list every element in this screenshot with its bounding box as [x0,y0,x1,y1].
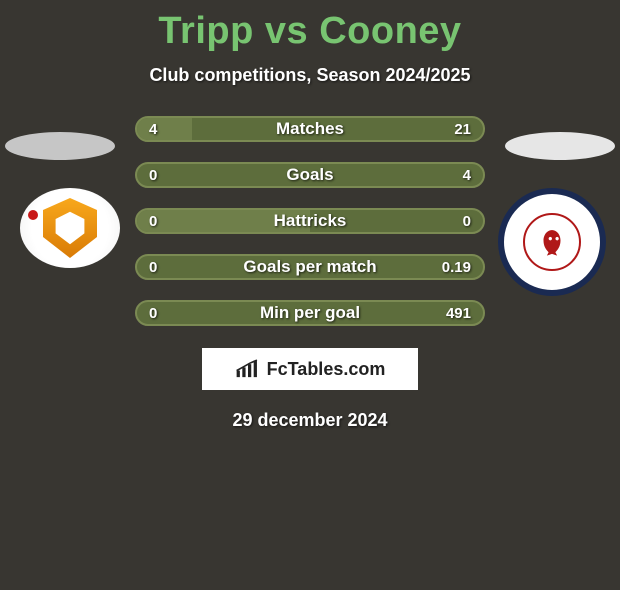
stat-right-value: 0.19 [442,259,471,276]
stat-label: Hattricks [274,211,347,231]
stats-bars: 4 Matches 21 0 Goals 4 0 Hattricks 0 0 Goals per m… [135,116,485,326]
stat-bar: 0 Hattricks 0 [135,208,485,234]
lion-icon [535,225,569,259]
stat-bar-fill [137,118,192,140]
stat-bar: 0 Min per goal 491 [135,300,485,326]
stat-label: Goals per match [243,257,376,277]
chart-icon [235,359,261,379]
stat-bar: 0 Goals 4 [135,162,485,188]
stat-left-value: 4 [149,121,157,138]
stat-left-value: 0 [149,259,157,276]
player2-club-crest [498,188,606,296]
player1-name: Tripp [158,10,253,52]
player1-platform [5,132,115,160]
player2-platform [505,132,615,160]
subtitle: Club competitions, Season 2024/2025 [0,65,620,86]
stat-left-value: 0 [149,167,157,184]
stat-left-value: 0 [149,305,157,322]
date-text: 29 december 2024 [0,410,620,431]
stat-label: Goals [286,165,333,185]
brand-badge: FcTables.com [202,348,418,390]
stat-bar: 4 Matches 21 [135,116,485,142]
stat-bar: 0 Goals per match 0.19 [135,254,485,280]
page-title: Tripp vs Cooney [0,10,620,53]
stat-left-value: 0 [149,213,157,230]
player2-name: Cooney [319,10,461,52]
stat-right-value: 4 [463,167,471,184]
stat-label: Min per goal [260,303,360,323]
stat-right-value: 0 [463,213,471,230]
stat-right-value: 21 [454,121,471,138]
stat-right-value: 491 [446,305,471,322]
stat-label: Matches [276,119,344,139]
player1-club-crest [20,188,120,268]
vs-text: vs [265,10,308,52]
brand-text: FcTables.com [267,359,386,380]
